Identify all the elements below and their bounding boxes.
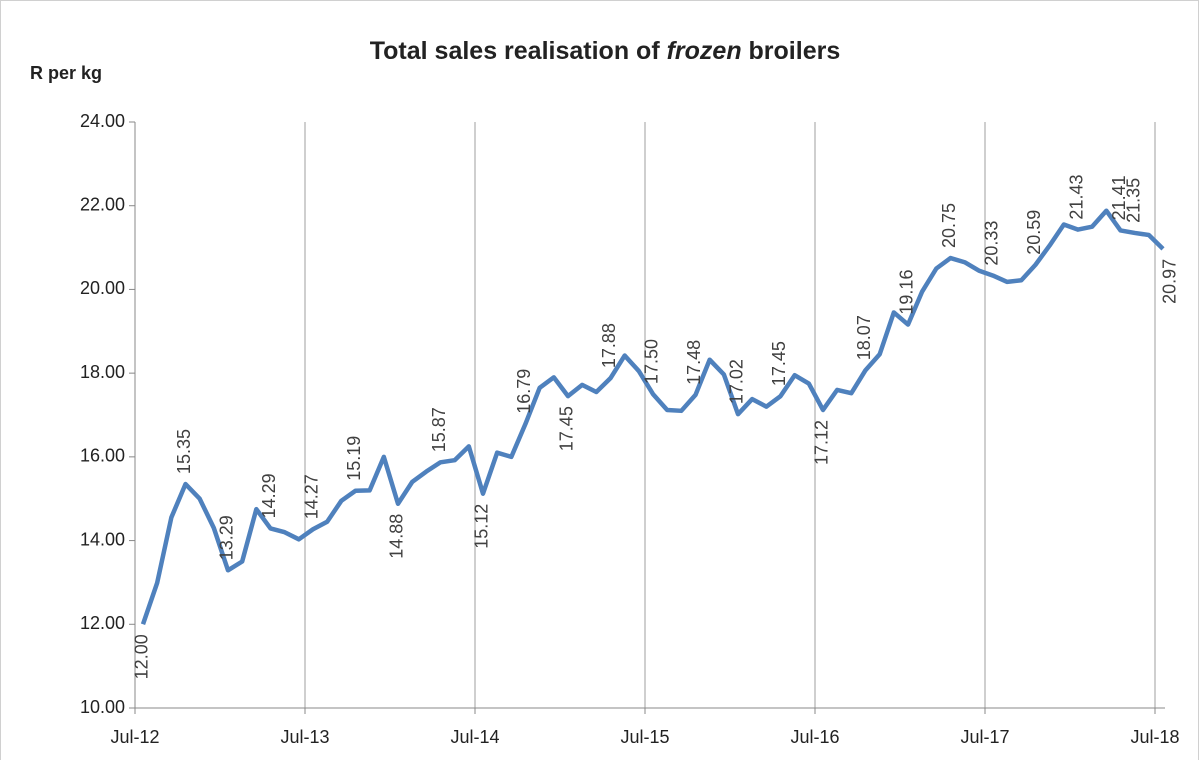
data-label: 14.29	[259, 473, 279, 518]
data-label: 15.12	[472, 504, 492, 549]
data-label: 21.35	[1123, 178, 1143, 223]
y-tick-label: 16.00	[80, 446, 125, 466]
data-label: 17.12	[812, 420, 832, 465]
data-label: 21.41	[1109, 175, 1129, 220]
data-label: 17.88	[599, 323, 619, 368]
y-tick-label: 20.00	[80, 278, 125, 298]
x-tick-label: Jul-12	[110, 727, 159, 747]
x-tick-label: Jul-15	[620, 727, 669, 747]
title-part: Total sales realisation of	[370, 37, 667, 65]
data-label: 17.02	[727, 359, 747, 404]
data-label: 15.35	[174, 429, 194, 474]
data-label: 21.43	[1067, 175, 1087, 220]
y-tick-label: 18.00	[80, 362, 125, 382]
title-part: frozen	[667, 37, 742, 65]
data-label: 15.87	[429, 407, 449, 452]
y-tick-label: 10.00	[80, 697, 125, 717]
x-tick-label: Jul-13	[280, 727, 329, 747]
data-label: 20.75	[939, 203, 959, 248]
line-series	[140, 208, 1165, 626]
title-part: broilers	[742, 37, 841, 65]
data-label: 17.50	[642, 339, 662, 384]
y-axis-label: R per kg	[30, 63, 102, 83]
data-label: 18.07	[854, 315, 874, 360]
x-tick-label: Jul-18	[1130, 727, 1179, 747]
data-label: 15.19	[344, 436, 364, 481]
data-label: 20.97	[1160, 259, 1180, 304]
data-label: 17.48	[684, 340, 704, 385]
chart-title: Total sales realisation of frozen broile…	[370, 37, 841, 65]
data-label: 16.79	[514, 369, 534, 414]
y-tick-label: 22.00	[80, 194, 125, 214]
x-tick-label: Jul-14	[450, 727, 499, 747]
data-label: 12.00	[132, 634, 152, 679]
x-tick-label: Jul-16	[790, 727, 839, 747]
data-label: 13.29	[217, 515, 237, 560]
data-label: 20.33	[982, 221, 1002, 266]
y-tick-label: 12.00	[80, 613, 125, 633]
data-label: 20.59	[1024, 210, 1044, 255]
data-label: 19.16	[897, 270, 917, 315]
x-tick-label: Jul-17	[960, 727, 1009, 747]
y-tick-label: 24.00	[80, 111, 125, 131]
data-label: 14.27	[302, 474, 322, 519]
data-label: 17.45	[557, 406, 577, 451]
data-label: 14.88	[387, 514, 407, 559]
data-label: 17.45	[769, 341, 789, 386]
y-tick-label: 14.00	[80, 529, 125, 549]
